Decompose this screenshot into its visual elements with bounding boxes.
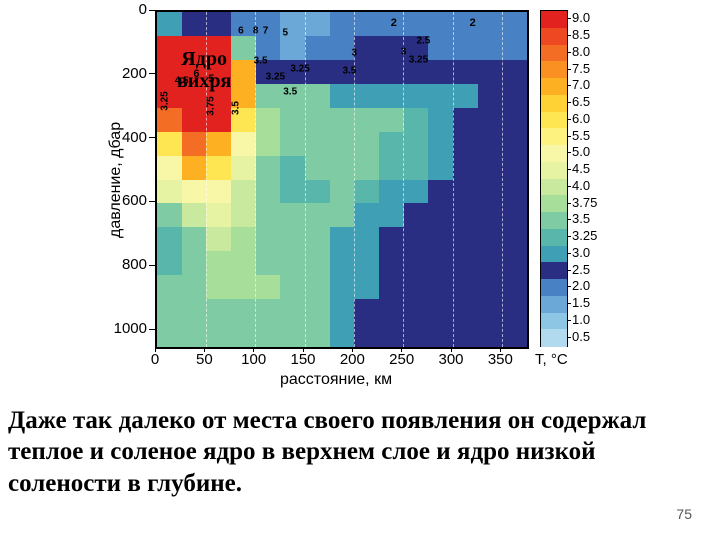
contour-label: 5 <box>282 27 288 38</box>
contour-label: 3 <box>401 46 407 57</box>
contour-label: 2 <box>470 17 476 29</box>
colorbar-label: 4.5 <box>572 161 590 176</box>
colorbar-label: 1.5 <box>572 295 590 310</box>
colorbar-label: 3.0 <box>572 245 590 260</box>
colorbar-label: 8.5 <box>572 27 590 42</box>
colorbar-label: 6.0 <box>572 111 590 126</box>
x-axis-label: расстояние, км <box>280 371 392 389</box>
contour-label: 2 <box>391 17 397 29</box>
x-tick: 250 <box>387 351 417 368</box>
x-tick: 0 <box>140 351 170 368</box>
y-tick: 200 <box>122 65 147 82</box>
colorbar-label: 6.5 <box>572 94 590 109</box>
eddy-core-annotation: Ядро вихря <box>177 48 231 92</box>
contour-label: 3.5 <box>230 101 241 115</box>
x-tick: 300 <box>436 351 466 368</box>
x-tick: 150 <box>288 351 318 368</box>
colorbar-label: 4.0 <box>572 178 590 193</box>
contour-label: 7 <box>263 26 269 37</box>
colorbar-label: 2.5 <box>572 262 590 277</box>
page-number: 75 <box>676 506 692 522</box>
y-tick: 400 <box>122 129 147 146</box>
contour-label: 3.25 <box>409 54 428 65</box>
contour-label: 3.75 <box>206 96 217 115</box>
unit-label: T, °C <box>535 351 568 368</box>
contour-label: 8 <box>253 26 259 37</box>
colorbar-label: 0.5 <box>572 329 590 344</box>
colorbar-label: 8.0 <box>572 44 590 59</box>
x-tick: 350 <box>485 351 515 368</box>
colorbar <box>540 10 568 347</box>
y-tick: 600 <box>122 192 147 209</box>
colorbar-label: 1.0 <box>572 312 590 327</box>
colorbar-label: 7.0 <box>572 77 590 92</box>
annotation-line2: вихря <box>177 70 231 92</box>
contour-label: 3.5 <box>254 56 268 67</box>
colorbar-label: 3.5 <box>572 211 590 226</box>
x-tick: 200 <box>337 351 367 368</box>
colorbar-label: 5.0 <box>572 144 590 159</box>
colorbar-label: 9.0 <box>572 10 590 25</box>
contour-label: 3.25 <box>290 64 309 75</box>
contour-label: 6 <box>238 26 244 37</box>
contour-label: 3.5 <box>283 86 297 97</box>
colorbar-label: 7.5 <box>572 61 590 76</box>
y-tick: 0 <box>139 1 147 18</box>
y-tick: 800 <box>122 256 147 273</box>
caption-text: Даже так далеко от места своего появлени… <box>8 405 708 499</box>
colorbar-label: 3.75 <box>572 195 597 210</box>
x-tick: 50 <box>189 351 219 368</box>
colorbar-label: 3.25 <box>572 228 597 243</box>
contour-label: 2.5 <box>416 35 430 46</box>
contour-label: 3.25 <box>159 92 170 111</box>
colorbar-label: 2.0 <box>572 278 590 293</box>
contour-label: 3 <box>352 48 358 59</box>
contour-label: 3.5 <box>342 66 356 77</box>
colorbar-label: 5.5 <box>572 128 590 143</box>
contour-label: 3.25 <box>266 72 285 83</box>
annotation-line1: Ядро <box>177 48 231 70</box>
y-tick: 1000 <box>114 320 147 337</box>
x-tick: 100 <box>239 351 269 368</box>
